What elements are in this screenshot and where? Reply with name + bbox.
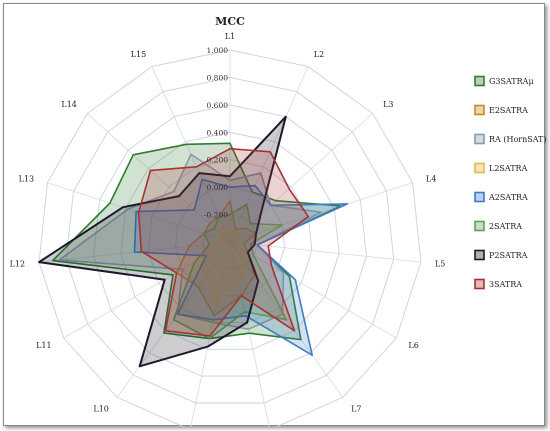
legend-label: A2SATRA	[488, 193, 528, 202]
axis-label-l11: L11	[36, 341, 52, 350]
tick-layer: -0.200 0.000 0.200 0.400 0.600 0.800 1.000	[204, 46, 228, 220]
tick-label: -0.200	[204, 211, 228, 220]
legend-item-3: RA (HornSAT)	[474, 133, 546, 145]
series-polygon-5	[133, 178, 349, 357]
tick-label: 0.000	[207, 183, 229, 192]
chart-frame: MCC -0.200 0.000 0.200 0.400 0.600 0.800 1.000…	[3, 3, 546, 427]
legend-label: G3SATRAμ	[489, 77, 534, 86]
series-polygon-8	[137, 147, 310, 337]
legend-label: L2SATRA	[489, 164, 528, 173]
series-polygon-3	[58, 153, 323, 331]
legend: G3SATRAμ E2SATRA RA (HornSAT) L2SATRA A2SATR…	[474, 75, 546, 290]
axis-label-l4: L4	[426, 174, 436, 183]
legend-swatch	[474, 220, 485, 232]
legend-item-2: E2SATRA	[474, 104, 528, 116]
axis-label-l12: L12	[10, 260, 26, 269]
axis-label-l5: L5	[435, 260, 445, 269]
grid-spoke	[229, 241, 270, 427]
axis-label-l10: L10	[93, 405, 109, 414]
tick-label: 0.600	[207, 101, 229, 110]
axis-label-layer: L1L2L3L4L5L6L7L8L9L10L11L12L13L14L15	[10, 32, 446, 414]
tick-label: 0.800	[207, 73, 229, 82]
legend-label: E2SATRA	[489, 106, 528, 115]
legend-label: 2SATRA	[489, 222, 522, 231]
grid-spoke	[229, 241, 397, 339]
axis-label-l13: L13	[19, 174, 35, 183]
legend-item-5: A2SATRA	[474, 191, 528, 203]
legend-item-7: P2SATRA	[474, 249, 528, 261]
series-polygon-7	[38, 115, 287, 368]
series-polygon-6	[172, 203, 288, 340]
legend-item-8: 3SATRA	[474, 278, 522, 290]
axis-label-l15: L15	[131, 50, 147, 59]
grid-ring	[174, 186, 286, 297]
axis-label-l6: L6	[408, 341, 418, 350]
grid-ring	[120, 131, 340, 350]
grid-spoke	[229, 241, 421, 263]
series-polygon-1	[51, 142, 342, 341]
legend-label: RA (HornSAT)	[489, 135, 546, 144]
legend-item-1: G3SATRAμ	[474, 75, 534, 87]
legend-swatch	[474, 162, 485, 174]
grid-spoke	[229, 113, 373, 243]
axis-label-l3: L3	[383, 100, 393, 109]
chart-title: MCC	[215, 15, 245, 28]
axis-label-l7: L7	[351, 405, 361, 414]
axis-label-l1: L1	[225, 32, 235, 41]
series-polygon-2	[175, 200, 257, 317]
series-layer	[38, 115, 349, 368]
legend-label: P2SATRA	[489, 251, 528, 260]
legend-swatch	[474, 249, 485, 261]
tick-label: 1.000	[207, 46, 229, 55]
grid-spoke	[229, 66, 309, 243]
tick-label: 0.400	[207, 128, 229, 137]
legend-label: 3SATRA	[489, 280, 522, 289]
legend-item-6: 2SATRA	[474, 220, 522, 232]
grid-ring	[93, 104, 367, 377]
grid-ring	[65, 76, 395, 404]
series-polygon-4	[199, 227, 247, 304]
grid-ring	[38, 49, 422, 427]
legend-swatch	[474, 191, 485, 203]
grid-spoke	[87, 113, 231, 243]
tick-label: 0.200	[207, 156, 229, 165]
legend-swatch	[474, 133, 485, 145]
legend-swatch	[474, 75, 485, 87]
legend-swatch	[474, 278, 485, 290]
legend-swatch	[474, 104, 485, 116]
legend-item-4: L2SATRA	[474, 162, 528, 174]
radar-chart: MCC -0.200 0.000 0.200 0.400 0.600 0.800 1.000…	[10, 15, 546, 427]
axis-label-l14: L14	[61, 100, 77, 109]
axis-label-l2: L2	[314, 50, 324, 59]
